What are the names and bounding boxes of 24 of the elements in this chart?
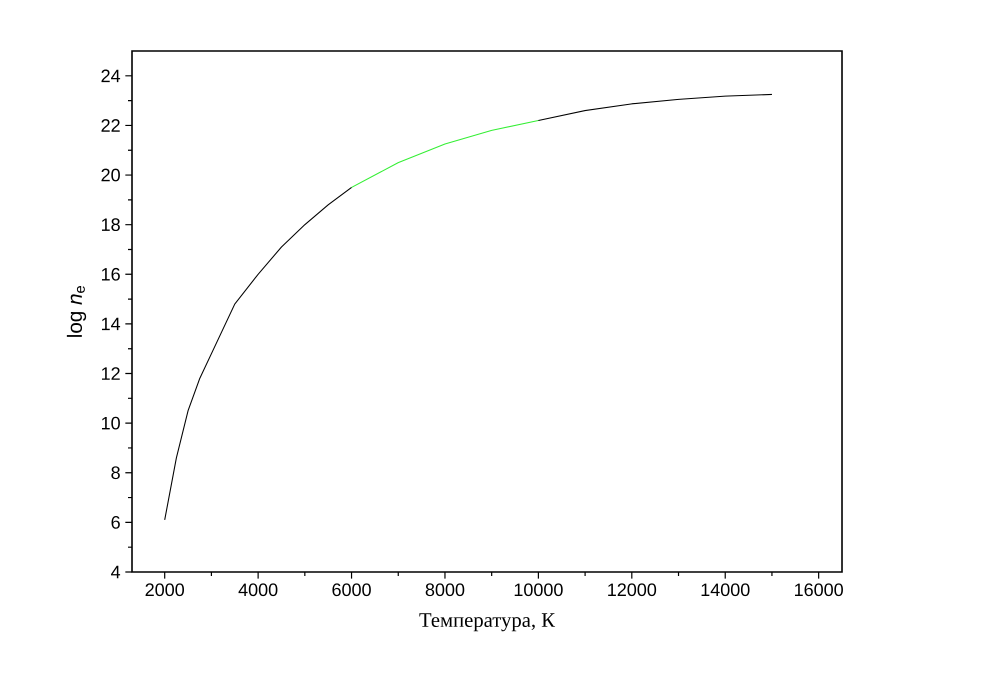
- x-tick-label: 6000: [332, 583, 371, 596]
- x-tick-label: 16000: [795, 583, 843, 596]
- x-tick-label: 12000: [608, 583, 656, 596]
- y-tick-label: 14: [102, 318, 120, 330]
- x-tick-label: 14000: [702, 583, 750, 596]
- line-series: [538, 94, 772, 121]
- x-axis-title: Температура, К: [419, 613, 556, 632]
- y-tick-label: 10: [102, 416, 120, 430]
- y-tick-label: 12: [102, 367, 120, 380]
- x-tick-label: 4000: [238, 583, 278, 596]
- line-series: [164, 186, 352, 520]
- x-tick-label: 10000: [514, 583, 563, 596]
- y-tick-label: 18: [102, 218, 120, 232]
- line-series: [351, 120, 539, 188]
- y-tick-label: 24: [102, 70, 120, 82]
- y-axis-title: log n$_{e}$: [66, 286, 86, 337]
- x-tick-label: 2000: [146, 583, 184, 596]
- y-tick-label: 4: [111, 566, 120, 578]
- y-tick-label: 22: [102, 119, 120, 132]
- y-tick-label: 16: [102, 268, 120, 281]
- x-tick-label: 8000: [426, 583, 464, 596]
- y-tick-label: 20: [102, 168, 120, 182]
- y-tick-label: 6: [112, 516, 120, 529]
- y-tick-label: 8: [111, 466, 120, 480]
